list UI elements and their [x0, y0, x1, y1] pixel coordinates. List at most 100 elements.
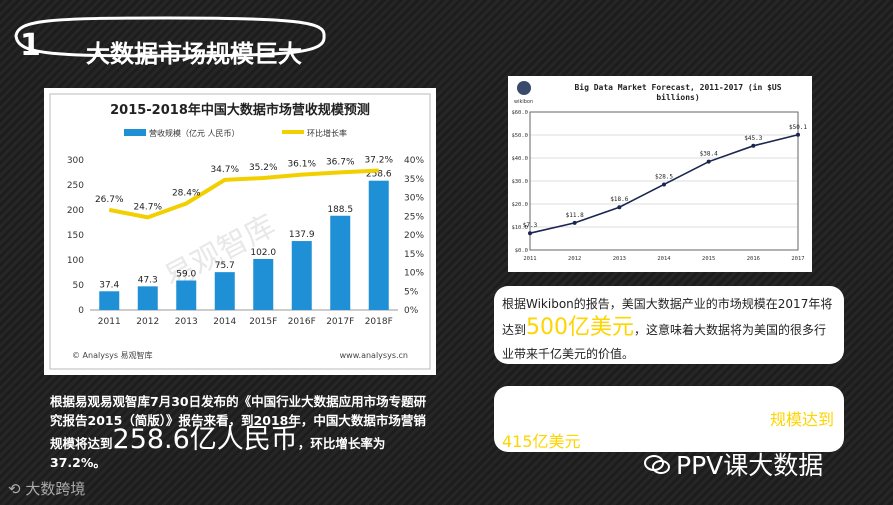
- y2-tick-label: 25%: [404, 212, 424, 222]
- wechat-account-name: PPV课大数据: [676, 451, 824, 480]
- x-tick-label: 2011: [523, 256, 536, 262]
- y-tick-label: $30.0: [511, 179, 528, 185]
- forecast-point: [617, 205, 622, 210]
- bottom-text-b: ，环比增长率为37.2%。: [50, 436, 386, 470]
- x-tick-label: 2012: [568, 256, 581, 262]
- analysis-paragraph: 根据易观易观智库7月30日发布的《中国行业大数据应用市场专题研究报告2015（简…: [50, 392, 430, 472]
- bar: [291, 241, 312, 310]
- forecast-label: $11.8: [566, 212, 584, 219]
- footer-logo-icon: ⟲: [8, 480, 21, 498]
- note2-text-b: 415亿美元: [502, 432, 581, 451]
- bar: [137, 286, 158, 310]
- wikibon-note: 根据Wikibon的报告，美国大数据产业的市场规模在2017年将达到500亿美元…: [494, 286, 844, 364]
- title-badge: 1 大数据市场规模巨大: [8, 14, 330, 68]
- note1-highlight: 500亿美元: [526, 315, 635, 340]
- legend-bar-label: 营收规模（亿元 人民币）: [149, 128, 240, 138]
- y-tick-label: 200: [67, 206, 84, 216]
- wikibon-logo-text: wikibon: [514, 99, 533, 105]
- y2-tick-label: 10%: [404, 269, 424, 279]
- bar-value-label: 102.0: [250, 248, 276, 258]
- y-tick-label: 100: [67, 256, 84, 266]
- y-tick-label: 150: [67, 231, 84, 241]
- right-chart-title-2: billions): [656, 92, 699, 102]
- y-tick-label: $20.0: [511, 202, 528, 208]
- forecast-point: [528, 231, 532, 236]
- y-tick-label: 250: [67, 181, 84, 191]
- x-tick-label: 2014: [213, 317, 236, 327]
- bar: [176, 280, 197, 310]
- bar-value-label: 188.5: [327, 205, 353, 215]
- china-bigdata-chart-svg: 2015-2018年中国大数据市场营收规模预测 营收规模（亿元 人民币） 环比增…: [49, 93, 431, 370]
- x-tick-label: 2016: [747, 256, 760, 262]
- growth-label: 26.7%: [95, 195, 124, 205]
- wikibon-note-text: 根据Wikibon的报告，美国大数据产业的市场规模在2017年将达到500亿美元…: [502, 292, 836, 366]
- source-right: www.analysys.cn: [340, 351, 408, 360]
- legend-line-label: 环比增长率: [307, 128, 347, 138]
- forecast-label: $50.1: [789, 124, 807, 131]
- wechat-icon: [644, 453, 670, 482]
- forecast-point: [796, 132, 800, 137]
- slide-title: 大数据市场规模巨大: [86, 40, 302, 68]
- forecast-point: [751, 143, 756, 148]
- growth-label: 35.2%: [249, 163, 278, 173]
- bar: [368, 180, 389, 310]
- bar: [214, 272, 235, 310]
- bar: [330, 215, 351, 310]
- x-tick-label: 2013: [613, 256, 626, 262]
- bar-value-label: 47.3: [138, 275, 158, 285]
- y-tick-label: 0: [78, 306, 84, 316]
- bottom-highlight: 258.6亿人民币: [112, 424, 298, 455]
- x-tick-label: 2012: [136, 317, 159, 327]
- growth-label: 36.7%: [326, 157, 355, 167]
- bar: [99, 291, 120, 310]
- left-chart-title: 2015-2018年中国大数据市场营收规模预测: [110, 102, 370, 118]
- growth-label: 34.7%: [210, 165, 239, 175]
- growth-line: [108, 168, 379, 220]
- y-tick-label: 300: [67, 156, 84, 166]
- slide-number: 1: [20, 28, 41, 63]
- bar-value-label: 75.7: [215, 261, 235, 271]
- x-tick-label: 2015: [702, 256, 715, 262]
- forecast-point: [662, 182, 666, 187]
- forecast-label: $38.4: [700, 151, 718, 158]
- y2-tick-label: 5%: [404, 287, 419, 297]
- china-bigdata-chart: 2015-2018年中国大数据市场营收规模预测 营收规模（亿元 人民币） 环比增…: [44, 88, 436, 375]
- note2-text-a: 规模达到: [769, 410, 834, 429]
- x-tick-label: 2013: [175, 317, 198, 327]
- bar: [253, 259, 274, 310]
- x-tick-label: 2015F: [249, 317, 277, 327]
- y2-tick-label: 40%: [404, 156, 424, 166]
- y2-tick-label: 0%: [404, 306, 419, 316]
- wechat-account: PPV课大数据: [644, 446, 823, 482]
- wikibon-chart-svg: wikibon Big Data Market Forecast, 2011-2…: [511, 81, 807, 262]
- bottom-text-a: 根据易观易观智库7月30日发布的《中国行业大数据应用市场专题研究报告2015（简…: [50, 394, 427, 451]
- plot-frame: [529, 111, 799, 251]
- bar-value-label: 37.4: [99, 280, 119, 290]
- note1-text-a: 根据Wikibon的报告，美国大数据产业的市场规模在2017年将达到: [502, 297, 833, 337]
- y-tick-label: $10.0: [511, 225, 528, 231]
- x-tick-label: 2014: [657, 256, 671, 262]
- growth-label: 37.2%: [364, 156, 393, 166]
- market-note: 规模达到 415亿美元: [494, 386, 844, 452]
- footer-logo-text: 大数跨境: [25, 480, 86, 498]
- y-tick-label: 50: [73, 281, 85, 291]
- x-tick-label: 2011: [98, 317, 121, 327]
- bar-value-label: 59.0: [176, 270, 196, 280]
- x-tick-label: 2016F: [288, 317, 316, 327]
- x-tick-label: 2018F: [365, 317, 393, 327]
- source-left: © Analysys 易观智库: [72, 350, 153, 360]
- y-tick-label: $0.0: [515, 248, 528, 254]
- y2-tick-label: 30%: [404, 194, 424, 204]
- forecast-label: $45.3: [744, 135, 762, 142]
- y-tick-label: $40.0: [511, 156, 528, 162]
- forecast-point: [706, 159, 711, 164]
- wikibon-logo-icon: [517, 81, 531, 95]
- growth-label: 36.1%: [287, 160, 316, 170]
- wikibon-chart: wikibon Big Data Market Forecast, 2011-2…: [508, 76, 812, 272]
- y2-tick-label: 20%: [404, 231, 424, 241]
- right-chart-title-1: Big Data Market Forecast, 2011-2017 (in …: [574, 82, 781, 92]
- bar-value-label: 258.6: [366, 170, 392, 180]
- x-tick-label: 2017F: [326, 317, 354, 327]
- footer-logo: ⟲ 大数跨境: [8, 478, 85, 499]
- forecast-label: $28.5: [655, 173, 673, 180]
